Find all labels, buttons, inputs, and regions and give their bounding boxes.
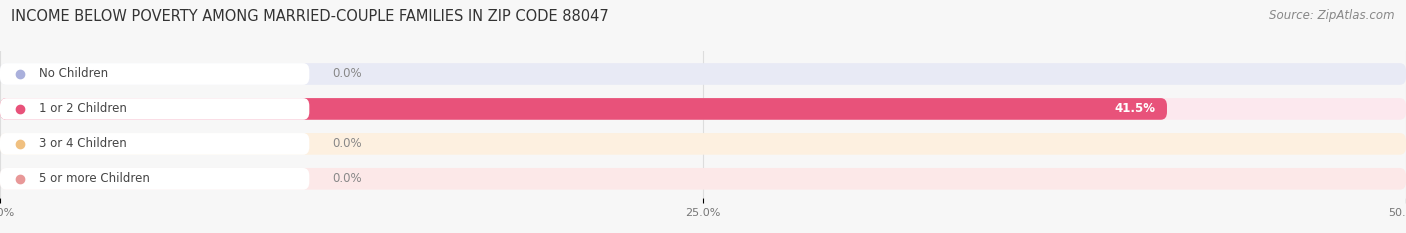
FancyBboxPatch shape (0, 98, 309, 120)
FancyBboxPatch shape (0, 168, 1406, 190)
Text: Source: ZipAtlas.com: Source: ZipAtlas.com (1270, 9, 1395, 22)
FancyBboxPatch shape (0, 63, 1406, 85)
FancyBboxPatch shape (0, 98, 1406, 120)
Text: 5 or more Children: 5 or more Children (39, 172, 150, 185)
FancyBboxPatch shape (0, 168, 309, 190)
FancyBboxPatch shape (0, 133, 1406, 155)
Text: 0.0%: 0.0% (332, 68, 361, 80)
Text: 0.0%: 0.0% (332, 172, 361, 185)
FancyBboxPatch shape (0, 133, 309, 155)
Text: 1 or 2 Children: 1 or 2 Children (39, 103, 127, 115)
FancyBboxPatch shape (0, 98, 1167, 120)
Text: No Children: No Children (39, 68, 108, 80)
Text: 0.0%: 0.0% (332, 137, 361, 150)
Text: 3 or 4 Children: 3 or 4 Children (39, 137, 127, 150)
Text: INCOME BELOW POVERTY AMONG MARRIED-COUPLE FAMILIES IN ZIP CODE 88047: INCOME BELOW POVERTY AMONG MARRIED-COUPL… (11, 9, 609, 24)
Text: 41.5%: 41.5% (1115, 103, 1156, 115)
FancyBboxPatch shape (0, 63, 309, 85)
